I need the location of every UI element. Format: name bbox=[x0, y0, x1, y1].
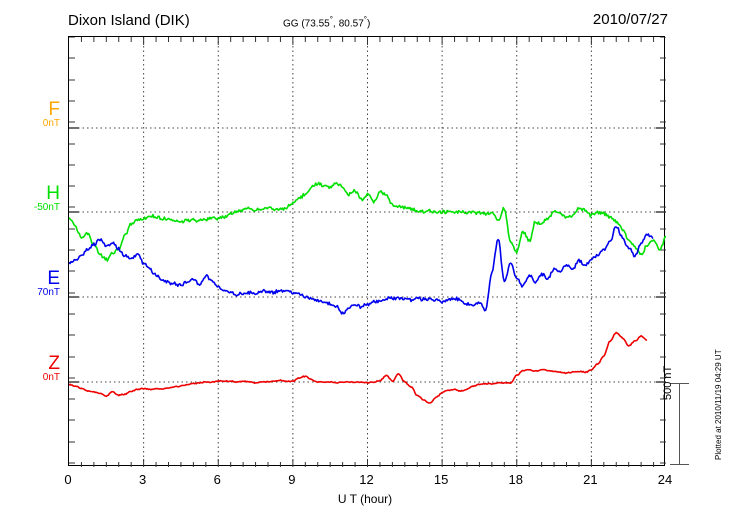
station-name-title: Dixon Island (DIK) bbox=[68, 12, 190, 29]
plot-frame bbox=[68, 36, 666, 467]
scale-bar-label: 500 nT bbox=[662, 365, 674, 400]
component-baseline-value-f: 0nT bbox=[42, 118, 60, 129]
x-tick-label-6: 6 bbox=[213, 472, 221, 487]
coords-longitude: 80.57 bbox=[338, 18, 364, 30]
scale-bar-bottom-cap bbox=[670, 464, 689, 465]
coords-prefix: GG ( bbox=[283, 18, 305, 30]
x-tick-label-15: 15 bbox=[433, 472, 449, 487]
coords-suffix: ) bbox=[366, 18, 371, 30]
scale-bar bbox=[670, 383, 689, 465]
degree-symbol-lon: ° bbox=[363, 15, 367, 24]
x-tick-label-12: 12 bbox=[359, 472, 374, 487]
observation-date: 2010/07/27 bbox=[592, 11, 668, 28]
x-tick-label-0: 0 bbox=[64, 472, 72, 487]
component-baseline-value-z: 0nT bbox=[42, 372, 60, 383]
x-axis-title: U T (hour) bbox=[337, 492, 393, 506]
component-baseline-value-e: 70nT bbox=[37, 287, 60, 298]
x-tick-label-21: 21 bbox=[583, 472, 598, 487]
coords-comma: , bbox=[332, 18, 336, 30]
degree-symbol-lat: ° bbox=[329, 15, 333, 24]
x-tick-label-9: 9 bbox=[288, 472, 296, 487]
scale-bar-top-cap bbox=[670, 383, 689, 384]
coords-latitude: 73.55 bbox=[304, 18, 330, 30]
component-letter-f: F bbox=[48, 99, 60, 120]
x-tick-label-24: 24 bbox=[657, 472, 673, 487]
component-letter-e: E bbox=[47, 268, 60, 289]
component-baseline-value-h: -50nT bbox=[33, 202, 60, 213]
x-tick-label-3: 3 bbox=[139, 472, 147, 487]
data-traces bbox=[69, 181, 666, 404]
x-tick-label-18: 18 bbox=[508, 472, 523, 487]
component-letter-z: Z bbox=[48, 353, 60, 374]
component-letter-h: H bbox=[46, 183, 60, 204]
plot-timestamp-credit: Plotted at 2010/11/19 04:29 UT bbox=[714, 349, 723, 460]
geographic-coordinates: GG (73.55°, 80.57°) bbox=[283, 15, 370, 30]
